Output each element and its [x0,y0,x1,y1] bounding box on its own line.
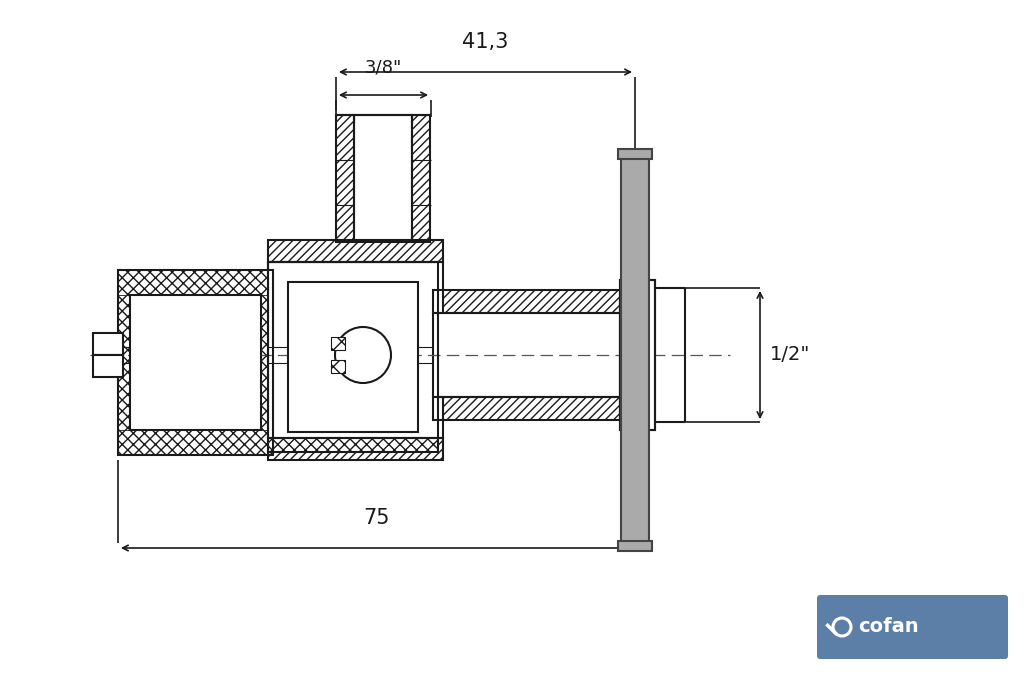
Bar [621,155,649,545]
Bar [433,397,620,420]
Bar [433,313,620,397]
Bar [433,290,620,313]
Bar [412,115,430,242]
Bar [618,541,652,551]
Bar [331,360,345,373]
Text: 1/2": 1/2" [770,346,810,364]
Bar [268,262,438,452]
Bar [93,355,123,377]
Text: cofan: cofan [858,617,919,636]
Bar [268,262,443,438]
Text: 3/8": 3/8" [365,59,402,77]
Bar [118,270,273,455]
Bar [288,282,418,432]
Bar [336,115,354,242]
Bar [620,280,655,430]
Bar [268,240,443,262]
Bar [118,430,273,455]
Bar [433,290,620,313]
Text: 75: 75 [364,508,390,528]
Bar [620,397,655,430]
Bar [93,333,123,355]
Bar [331,337,345,350]
Bar [331,360,345,373]
Bar [433,397,620,420]
Bar [118,270,273,455]
Bar [268,438,443,460]
Bar [331,337,345,350]
Text: 41,3: 41,3 [462,32,509,52]
Bar [412,115,430,242]
Bar [336,115,354,242]
Bar [268,262,438,452]
Bar [620,280,655,313]
Bar [620,280,655,430]
Bar [268,438,443,460]
Bar [130,295,261,430]
Bar [354,115,412,242]
FancyBboxPatch shape [817,595,1008,659]
Bar [268,240,443,262]
Bar [118,270,273,295]
Bar [618,149,652,159]
